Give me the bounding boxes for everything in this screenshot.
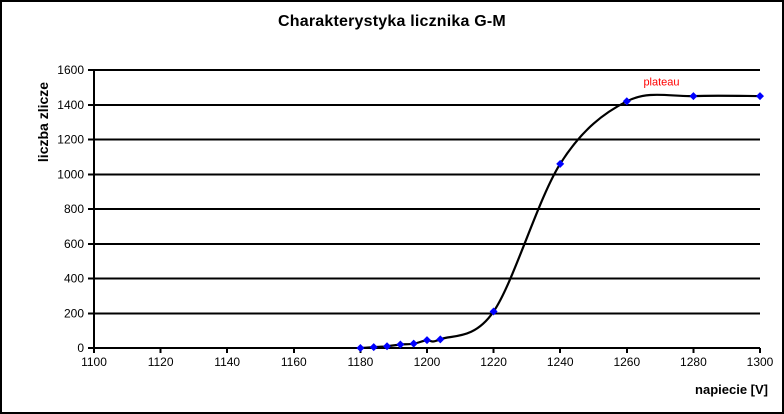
x-tick-label: 1120 bbox=[148, 355, 174, 369]
plateau-annotation: plateau bbox=[643, 77, 679, 89]
data-point-marker bbox=[556, 159, 565, 168]
data-curve bbox=[359, 93, 762, 350]
x-tick-label: 1280 bbox=[680, 355, 707, 369]
y-tick-label: 400 bbox=[64, 272, 84, 286]
y-axis-title: liczba zlicze bbox=[35, 81, 51, 163]
chart-title: Charakterystyka licznika G-M bbox=[278, 13, 506, 30]
x-tick-label: 1180 bbox=[347, 355, 373, 369]
y-tick-label: 1200 bbox=[57, 133, 84, 147]
x-axis-title: napiecie [V] bbox=[695, 382, 768, 397]
x-tick-label: 1240 bbox=[547, 355, 574, 369]
y-tick-label: 1600 bbox=[57, 63, 84, 77]
data-point-marker bbox=[423, 336, 431, 345]
plot-area: 0 200 400 600 800 1000 1200 1400 1600 1100 1120 114… bbox=[57, 63, 773, 369]
y-tick-label: 200 bbox=[64, 306, 84, 320]
x-tick-label: 1300 bbox=[747, 355, 774, 369]
x-tick-label: 1140 bbox=[214, 355, 240, 369]
y-tick-label: 600 bbox=[64, 237, 84, 251]
data-point-marker bbox=[489, 307, 498, 316]
data-point-marker bbox=[356, 344, 365, 352]
y-tick-label: 1000 bbox=[57, 167, 84, 181]
data-point-marker bbox=[383, 342, 392, 351]
y-tick-label: 1400 bbox=[57, 98, 84, 112]
data-point-marker bbox=[689, 92, 698, 101]
data-point-marker bbox=[409, 339, 418, 348]
data-point-marker bbox=[396, 340, 405, 349]
x-tick-label: 1220 bbox=[480, 355, 507, 369]
data-point-marker bbox=[622, 97, 631, 106]
x-tick-label: 1260 bbox=[613, 355, 640, 369]
data-point-marker bbox=[756, 92, 764, 101]
x-tick-label: 1200 bbox=[414, 355, 441, 369]
y-tick-label: 800 bbox=[64, 202, 84, 216]
data-point-marker bbox=[369, 343, 378, 352]
x-tick-label: 1100 bbox=[81, 355, 107, 369]
data-point-marker bbox=[436, 335, 445, 344]
y-tick-label: 0 bbox=[77, 341, 84, 355]
x-tick-label: 1160 bbox=[281, 355, 307, 369]
